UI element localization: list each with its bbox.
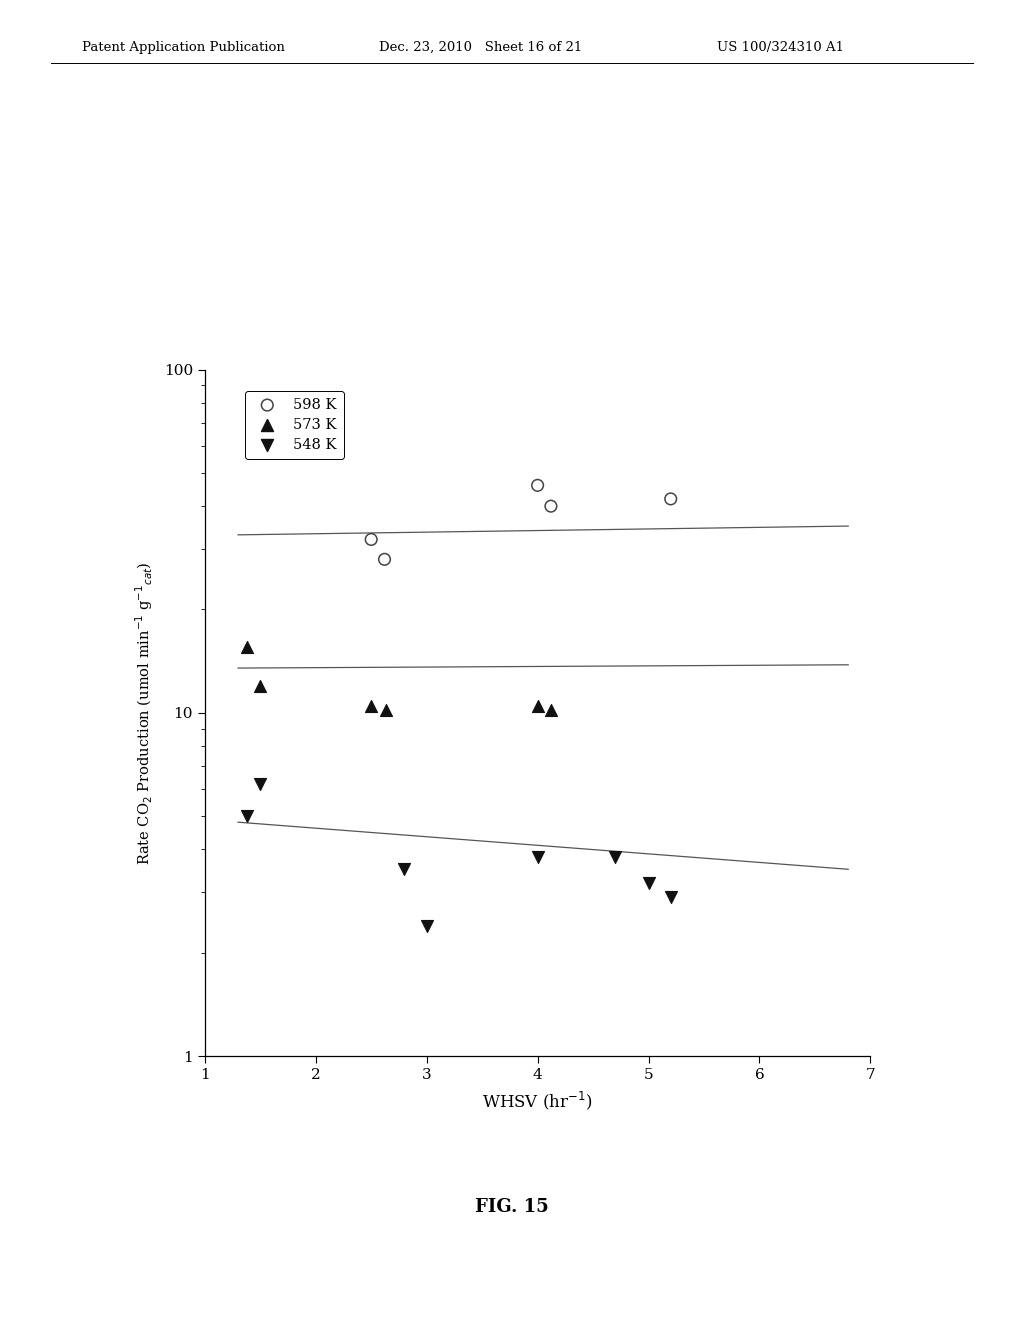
573 K	[239, 638, 255, 659]
573 K	[378, 700, 394, 721]
X-axis label: WHSV (hr$^{-1}$): WHSV (hr$^{-1}$)	[482, 1090, 593, 1113]
548 K	[396, 859, 413, 880]
Y-axis label: Rate CO$_2$ Production (umol min$^{-1}$ g$^{-1}$$_{cat}$): Rate CO$_2$ Production (umol min$^{-1}$ …	[134, 561, 156, 865]
573 K	[529, 694, 546, 715]
573 K	[364, 694, 380, 715]
548 K	[239, 805, 255, 826]
Text: US 100/324310 A1: US 100/324310 A1	[717, 41, 844, 54]
548 K	[419, 915, 435, 936]
Text: Patent Application Publication: Patent Application Publication	[82, 41, 285, 54]
598 K	[529, 475, 546, 496]
573 K	[252, 675, 268, 696]
598 K	[364, 529, 380, 550]
598 K	[377, 549, 393, 570]
548 K	[640, 873, 656, 894]
598 K	[543, 495, 559, 516]
Text: FIG. 15: FIG. 15	[475, 1197, 549, 1216]
548 K	[252, 774, 268, 795]
598 K	[663, 488, 679, 510]
548 K	[529, 846, 546, 867]
548 K	[607, 846, 624, 867]
Legend: 598 K, 573 K, 548 K: 598 K, 573 K, 548 K	[246, 391, 344, 459]
Text: Dec. 23, 2010   Sheet 16 of 21: Dec. 23, 2010 Sheet 16 of 21	[379, 41, 582, 54]
573 K	[543, 700, 559, 721]
548 K	[663, 887, 679, 908]
